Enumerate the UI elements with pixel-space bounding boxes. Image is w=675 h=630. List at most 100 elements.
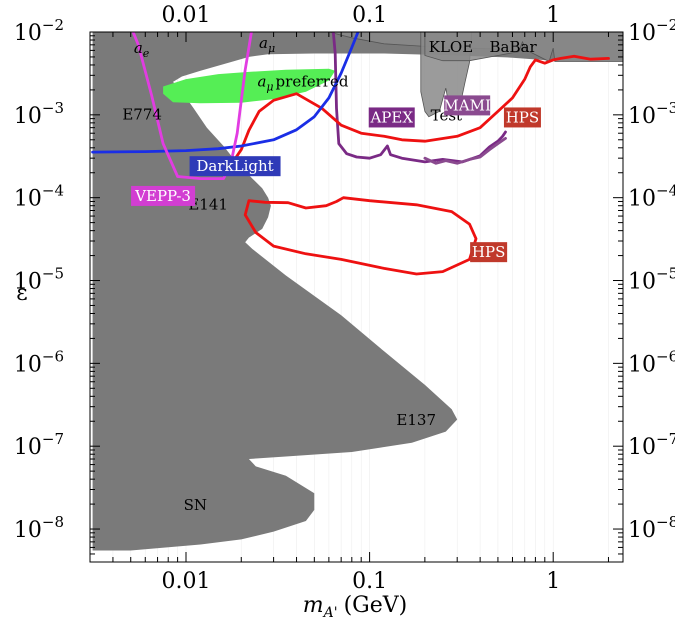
x-tick-label-bottom: 1 bbox=[546, 569, 560, 594]
label-main: a bbox=[134, 39, 143, 57]
label-babar: BaBar bbox=[490, 38, 538, 56]
x-axis-title-main: m bbox=[303, 593, 324, 618]
curve-mami bbox=[423, 137, 507, 165]
y-tick-label-left: 10−6 bbox=[14, 347, 64, 377]
x-tick-label-top: 0.01 bbox=[162, 3, 211, 28]
y-tick-label-left: 10−8 bbox=[14, 513, 64, 543]
y-tick-label-right: 10−2 bbox=[628, 16, 675, 46]
tag-label: DarkLight bbox=[196, 157, 273, 175]
tag-darklight: DarkLight bbox=[189, 156, 281, 177]
tick-base: 10 bbox=[628, 352, 656, 377]
label-e141: E141 bbox=[188, 195, 228, 213]
tick-base: 10 bbox=[628, 435, 656, 460]
x-tick-label-top: 0.1 bbox=[352, 3, 387, 28]
tag-box bbox=[189, 156, 281, 177]
tick-exponent: −2 bbox=[656, 16, 675, 34]
axis-ticks bbox=[89, 31, 623, 563]
tag-label: HPS bbox=[472, 243, 505, 261]
tick-exponent: −3 bbox=[42, 99, 64, 117]
label-sub: e bbox=[143, 47, 150, 60]
tick-exponent: −4 bbox=[42, 182, 64, 200]
y-tick-label-left: 10−4 bbox=[14, 182, 64, 212]
label-main: BaBar bbox=[490, 38, 538, 56]
label-ae: ae bbox=[134, 39, 150, 60]
label-a: aμ bbox=[259, 34, 275, 55]
tag-box bbox=[470, 242, 508, 263]
tag-mami: MAMI bbox=[443, 95, 491, 116]
x-tick-label-bottom: 0.01 bbox=[162, 569, 211, 594]
tag-label: VEPP-3 bbox=[134, 187, 191, 205]
label-suffix: preferred bbox=[276, 72, 349, 90]
y-tick-label-left: 10−5 bbox=[14, 265, 64, 295]
label-kloe: KLOE bbox=[429, 38, 473, 56]
label-e137: E137 bbox=[396, 411, 436, 429]
tick-base: 10 bbox=[14, 187, 42, 212]
tag-box bbox=[131, 185, 196, 206]
tag-label: APEX bbox=[369, 108, 413, 126]
y-tick-label-right: 10−3 bbox=[628, 99, 675, 129]
tag-box bbox=[503, 107, 541, 128]
y-tick-label-right: 10−8 bbox=[628, 513, 675, 543]
label-main: SN bbox=[184, 496, 207, 514]
y-tick-label-left: 10−7 bbox=[14, 430, 64, 460]
label-main: a bbox=[257, 72, 266, 90]
plot-frame bbox=[89, 31, 624, 563]
x-axis-title-unit: (GeV) bbox=[344, 593, 408, 618]
y-tick-label-right: 10−7 bbox=[628, 430, 675, 460]
curve-apex bbox=[331, 32, 507, 164]
x-tick-label-top: 1 bbox=[546, 3, 560, 28]
experiment-tags: APEX MAMI HPS DarkLight VEPP-3 HPS bbox=[131, 95, 541, 263]
tick-exponent: −6 bbox=[42, 347, 64, 365]
x-axis-title: mA' (GeV) bbox=[303, 593, 408, 621]
label-sub: μ bbox=[266, 80, 273, 93]
tick-exponent: −5 bbox=[656, 265, 675, 283]
tick-base: 10 bbox=[628, 270, 656, 295]
label-e774: E774 bbox=[122, 105, 162, 123]
tick-base: 10 bbox=[628, 21, 656, 46]
tick-base: 10 bbox=[628, 518, 656, 543]
curve-hps bbox=[229, 54, 610, 171]
tag-hps: HPS bbox=[503, 107, 541, 128]
tick-base: 10 bbox=[14, 352, 42, 377]
tick-base: 10 bbox=[14, 270, 42, 295]
tick-base: 10 bbox=[14, 435, 42, 460]
tag-box bbox=[368, 107, 415, 128]
y-tick-label-right: 10−4 bbox=[628, 182, 675, 212]
curve-hps-low bbox=[243, 196, 478, 276]
tick-exponent: −6 bbox=[656, 347, 675, 365]
label-a-preferred: aμ preferred bbox=[257, 72, 348, 93]
y-axis-title: ε bbox=[16, 281, 27, 306]
tick-exponent: −2 bbox=[42, 16, 64, 34]
tag-vepp-3: VEPP-3 bbox=[131, 185, 196, 206]
curve-darklight bbox=[91, 32, 360, 154]
label-main: KLOE bbox=[429, 38, 473, 56]
tick-exponent: −8 bbox=[656, 513, 675, 531]
tick-base: 10 bbox=[14, 518, 42, 543]
region-babar bbox=[424, 32, 623, 63]
tick-base: 10 bbox=[14, 104, 42, 129]
label-main: E774 bbox=[122, 105, 162, 123]
tag-apex: APEX bbox=[368, 107, 415, 128]
tick-exponent: −3 bbox=[656, 99, 675, 117]
tag-label: HPS bbox=[506, 108, 539, 126]
x-axis-title-sub: A' bbox=[322, 605, 338, 621]
tag-hps: HPS bbox=[470, 242, 508, 263]
label-sub: μ bbox=[268, 42, 275, 55]
y-tick-label-right: 10−6 bbox=[628, 347, 675, 377]
x-tick-label-bottom: 0.1 bbox=[352, 569, 387, 594]
curve-vepp-3 bbox=[131, 32, 253, 180]
tick-exponent: −8 bbox=[42, 513, 64, 531]
tick-exponent: −5 bbox=[42, 265, 64, 283]
label-main: E141 bbox=[188, 195, 228, 213]
label-main: E137 bbox=[396, 411, 436, 429]
tick-base: 10 bbox=[628, 104, 656, 129]
tick-exponent: −7 bbox=[42, 430, 64, 448]
y-tick-label-left: 10−2 bbox=[14, 16, 64, 46]
tick-exponent: −7 bbox=[656, 430, 675, 448]
tick-exponent: −4 bbox=[656, 182, 675, 200]
label-sn: SN bbox=[184, 496, 207, 514]
y-tick-label-right: 10−5 bbox=[628, 265, 675, 295]
sensitivity-curves bbox=[91, 32, 610, 276]
